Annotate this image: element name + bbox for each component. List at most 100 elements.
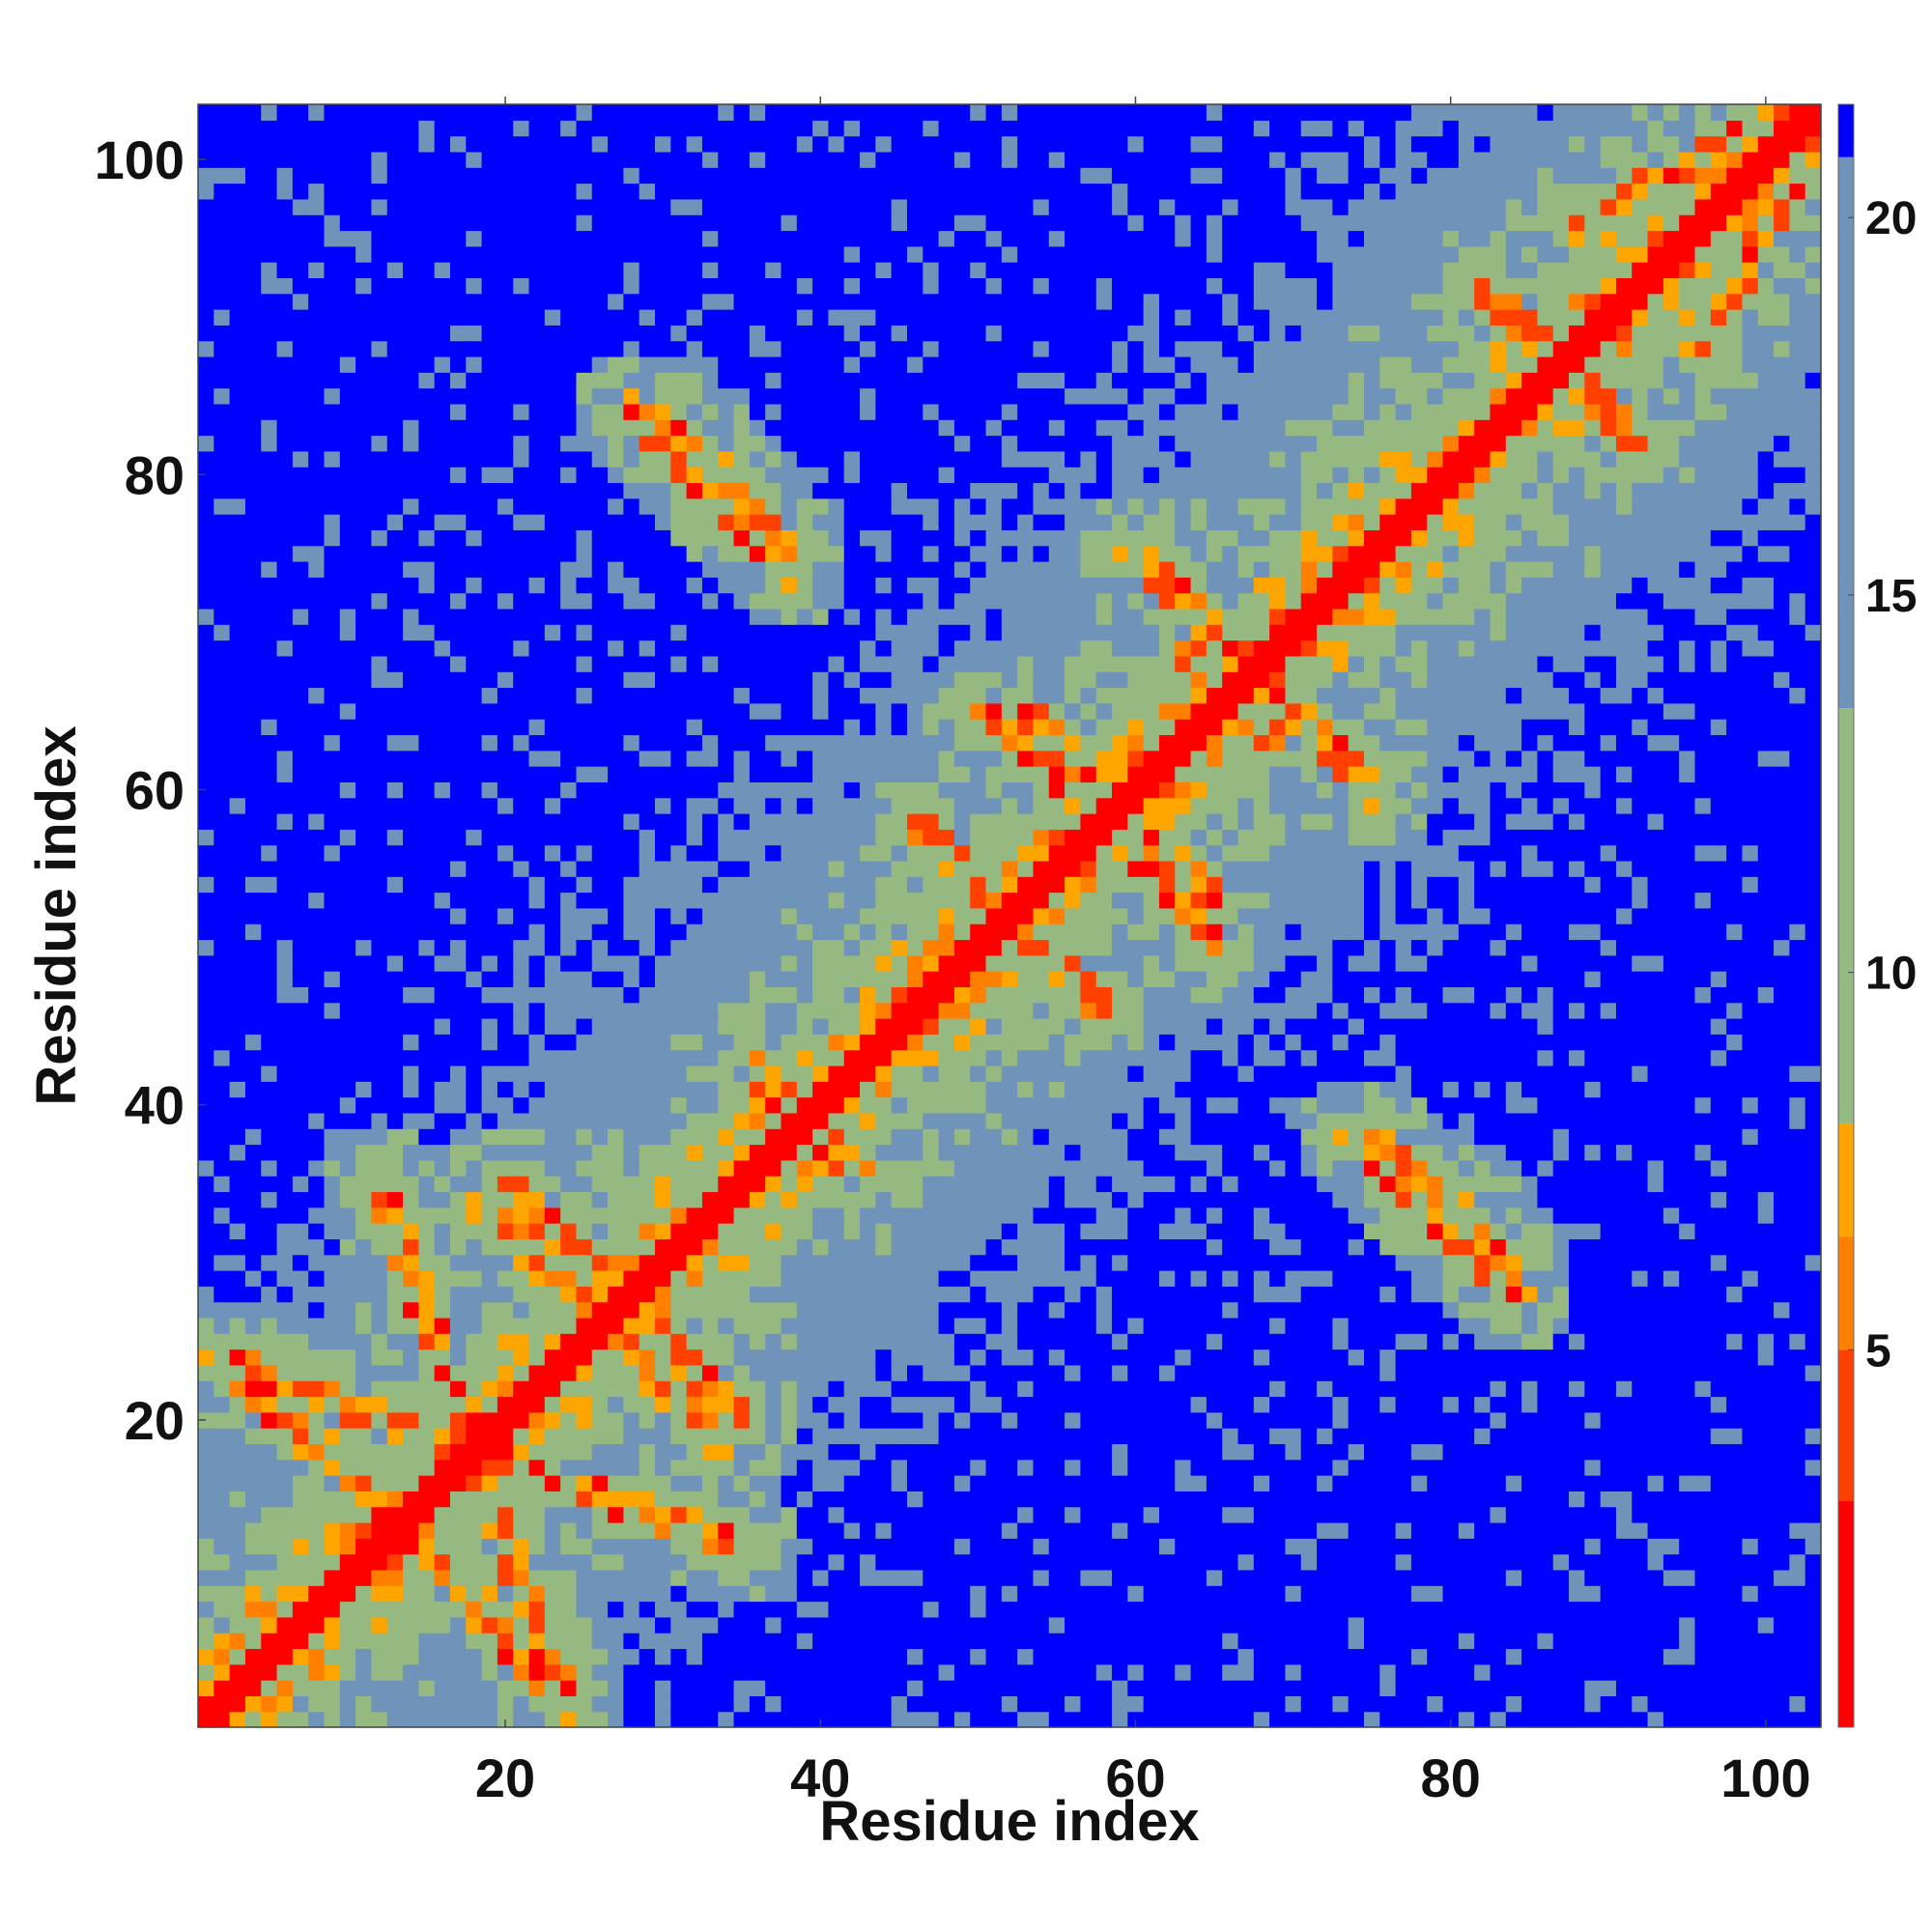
heatmap-cell (324, 655, 341, 672)
heatmap-cell (403, 592, 419, 610)
heatmap-cell (781, 214, 798, 232)
heatmap-cell (261, 1065, 278, 1082)
heatmap-cell (244, 1144, 262, 1161)
heatmap-cell (891, 923, 908, 941)
heatmap-cell (213, 1680, 231, 1696)
heatmap-cell (292, 1428, 309, 1445)
heatmap-cell (386, 1585, 404, 1603)
heatmap-cell (276, 325, 294, 342)
heatmap-cell (449, 1238, 467, 1256)
heatmap-cell (466, 876, 483, 894)
heatmap-cell (544, 183, 561, 200)
heatmap-cell (497, 1648, 514, 1665)
heatmap-cell (891, 1176, 908, 1193)
heatmap-cell (906, 1475, 923, 1492)
heatmap-cell (812, 293, 830, 310)
heatmap-cell (686, 1301, 703, 1319)
heatmap-cell (686, 939, 703, 956)
heatmap-cell (655, 277, 671, 295)
heatmap-cell (276, 1112, 294, 1129)
heatmap-cell (244, 355, 262, 373)
heatmap-cell (906, 1349, 923, 1366)
heatmap-cell (670, 1081, 688, 1098)
heatmap-cell (860, 1663, 876, 1681)
heatmap-cell (261, 781, 278, 799)
heatmap-cell (812, 529, 830, 547)
heatmap-cell (828, 435, 845, 452)
heatmap-cell (213, 104, 231, 121)
heatmap-cell (213, 1238, 231, 1256)
heatmap-cell (608, 829, 624, 846)
heatmap-cell (639, 529, 656, 547)
heatmap-cell (324, 1176, 341, 1193)
heatmap-cell (923, 1254, 940, 1271)
heatmap-cell (339, 734, 356, 752)
heatmap-cell (229, 450, 246, 468)
heatmap-cell (843, 419, 861, 437)
heatmap-cell (418, 1521, 436, 1539)
heatmap-cell (229, 1459, 246, 1476)
heatmap-cell (733, 986, 751, 1004)
heatmap-cell (355, 766, 373, 782)
heatmap-cell (812, 829, 830, 846)
heatmap-cell (418, 277, 436, 295)
heatmap-cell (686, 577, 703, 594)
heatmap-cell (796, 245, 813, 263)
heatmap-cell (670, 1648, 688, 1665)
heatmap-cell (513, 719, 530, 736)
heatmap-cell (639, 844, 656, 862)
heatmap-cell (733, 167, 751, 185)
heatmap-cell (670, 1333, 688, 1350)
heatmap-cell (308, 577, 326, 594)
heatmap-cell (906, 120, 923, 137)
heatmap-cell (733, 1475, 751, 1492)
heatmap-cell (324, 1301, 341, 1319)
heatmap-cell (860, 1506, 876, 1523)
heatmap-cell (670, 387, 688, 405)
heatmap-cell (355, 892, 373, 909)
heatmap-cell (670, 1065, 688, 1082)
heatmap-cell (655, 1633, 671, 1650)
heatmap-cell (481, 687, 498, 704)
heatmap-cell (639, 1521, 656, 1539)
heatmap-cell (434, 844, 451, 862)
heatmap-cell (938, 277, 955, 295)
heatmap-cell (670, 120, 688, 137)
heatmap-cell (198, 577, 214, 594)
heatmap-cell (860, 230, 876, 247)
heatmap-cell (749, 1491, 766, 1508)
heatmap-cell (923, 245, 940, 263)
heatmap-cell (923, 781, 940, 799)
heatmap-cell (891, 939, 908, 956)
heatmap-cell (213, 829, 231, 846)
heatmap-cell (718, 1034, 735, 1051)
heatmap-cell (875, 120, 893, 137)
heatmap-cell (591, 372, 609, 389)
heatmap-cell (749, 325, 766, 342)
heatmap-cell (623, 104, 640, 121)
heatmap-cell (639, 939, 656, 956)
heatmap-cell (229, 624, 246, 641)
heatmap-cell (701, 655, 719, 672)
heatmap-cell (213, 1034, 231, 1051)
heatmap-cell (355, 1585, 373, 1603)
heatmap-cell (308, 325, 326, 342)
heatmap-cell (324, 939, 341, 956)
heatmap-cell (324, 1521, 341, 1539)
heatmap-cell (308, 277, 326, 295)
heatmap-cell (449, 797, 467, 814)
heatmap-cell (796, 1711, 813, 1728)
heatmap-cell (923, 1286, 940, 1303)
heatmap-cell (528, 1349, 546, 1366)
heatmap-cell (828, 403, 845, 420)
heatmap-cell (244, 734, 262, 752)
heatmap-cell (576, 403, 593, 420)
heatmap-cell (276, 1711, 294, 1728)
heatmap-cell (355, 1049, 373, 1066)
heatmap-cell (481, 372, 498, 389)
heatmap-cell (749, 812, 766, 830)
heatmap-cell (828, 1034, 845, 1051)
heatmap-cell (781, 293, 798, 310)
heatmap-cell (875, 971, 893, 987)
heatmap-cell (733, 1349, 751, 1366)
